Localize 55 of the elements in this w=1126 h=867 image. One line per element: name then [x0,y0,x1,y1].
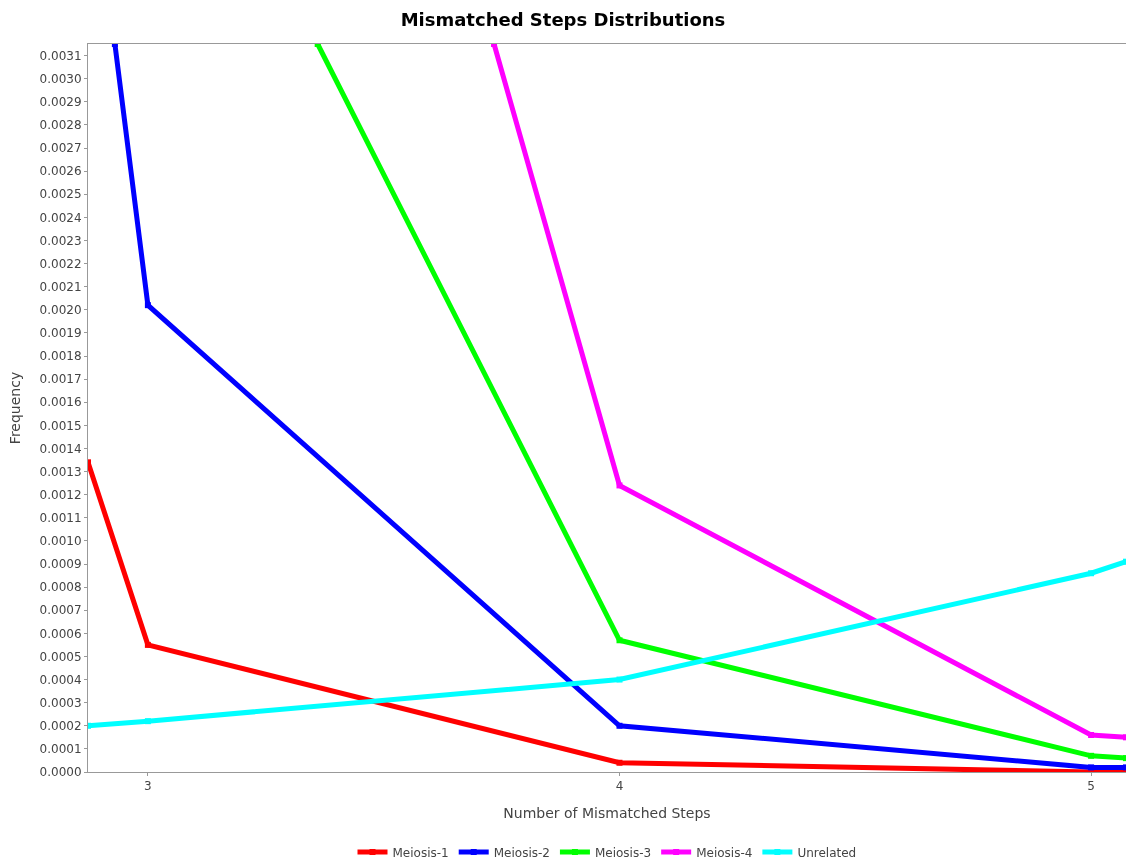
y-tick-label: 0.0011 [39,510,82,525]
point [144,641,151,648]
point [616,722,623,729]
y-axis-title: Frequency [7,371,24,445]
y-tick-label: 0.0012 [39,487,82,502]
x-tick-label: 4 [615,779,624,794]
legend-label: Meiosis-3 [594,845,652,860]
y-tick-label: 0.0024 [39,210,82,225]
point [1088,752,1095,759]
y-tick-label: 0.0019 [39,326,82,341]
y-tick-label: 0.0018 [39,349,82,364]
y-tick-label: 0.0028 [39,118,82,133]
y-tick-label: 0.0025 [39,187,82,202]
point [144,302,151,309]
y-tick-label: 0.0030 [39,71,82,86]
y-tick-label: 0.0001 [39,742,82,757]
y-tick-label: 0.0016 [39,395,82,410]
y-tick-label: 0.0020 [39,302,82,317]
y-tick-label: 0.0007 [39,603,82,618]
y-tick-label: 0.0006 [39,626,82,641]
x-axis-title: Number of Mismatched Steps [503,804,711,821]
point [1088,764,1095,771]
y-tick-label: 0.0015 [39,418,82,433]
y-tick-label: 0.0021 [39,279,82,294]
chart-title: Mismatched Steps Distributions [400,8,726,30]
y-tick-label: 0.0000 [39,765,82,780]
point [616,759,623,766]
x-tick-label: 3 [144,779,152,794]
y-tick-label: 0.0014 [39,441,82,456]
y-tick-label: 0.0029 [39,94,82,109]
y-tick-label: 0.0013 [39,464,82,479]
y-tick-label: 0.0010 [39,534,82,549]
y-tick-label: 0.0026 [39,164,82,179]
point [616,482,623,489]
point [144,718,151,725]
legend-label: Meiosis-1 [392,845,449,860]
y-tick-label: 0.0027 [39,141,82,156]
y-tick-label: 0.0009 [39,557,82,572]
x-tick-label: 5 [1087,779,1095,794]
y-tick-label: 0.0004 [39,672,82,687]
legend-label: Meiosis-2 [493,845,550,860]
y-tick-label: 0.0017 [39,372,82,387]
y-tick-label: 0.0002 [39,718,82,733]
point [616,676,623,683]
point [616,637,623,644]
y-tick-label: 0.0022 [39,256,82,271]
legend-label: Unrelated [797,845,857,860]
y-tick-label: 0.0031 [39,48,82,63]
y-tick-label: 0.0023 [39,233,82,248]
legend-label: Meiosis-4 [696,845,753,860]
point [1088,570,1095,577]
y-tick-label: 0.0008 [39,580,82,595]
y-tick-label: 0.0003 [39,695,82,710]
y-tick-label: 0.0005 [39,649,82,664]
point [1088,732,1095,739]
